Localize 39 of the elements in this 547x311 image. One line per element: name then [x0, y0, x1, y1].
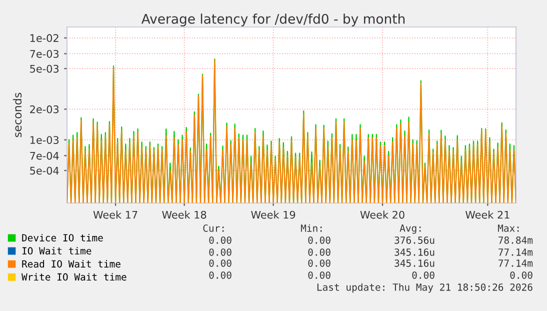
y-tick-label: 1e-02	[30, 34, 58, 42]
x-tick-label: Week 17	[93, 210, 138, 219]
x-tick-label: Week 21	[465, 210, 510, 219]
text: Min:	[300, 224, 322, 232]
text: 0.00	[308, 271, 330, 279]
text: 0.00	[209, 271, 232, 279]
text: 345.16u	[394, 248, 434, 256]
y-axis-title: seconds	[13, 92, 22, 138]
y-tick-label: 2e-03	[30, 105, 59, 114]
legend-label: Write IO Wait time	[22, 273, 126, 281]
text: 0.00	[308, 259, 330, 267]
x-tick-label: Week 20	[360, 210, 404, 219]
text: 0.00	[209, 259, 232, 267]
text: Cur:	[203, 224, 224, 232]
text: 345.16u	[394, 259, 434, 267]
x-tick-label: Week 18	[162, 210, 206, 219]
y-tick-label: 1e-03	[30, 136, 59, 144]
y-tick-label: 5e-03	[30, 64, 59, 73]
text: 0.00	[510, 271, 532, 279]
text: Avg:	[400, 224, 421, 234]
text: 0.00	[308, 248, 330, 256]
text: 0.00	[209, 236, 232, 244]
text: Last update: Thu May 21 18:50:26 2026	[317, 283, 532, 293]
legend-label: Read IO Wait time	[22, 260, 120, 268]
y-tick-label: 7e-04	[30, 152, 59, 160]
x-tick-label: Week 19	[251, 210, 296, 219]
text: 0.00	[308, 236, 330, 244]
y-tick-label: 5e-04	[30, 166, 59, 175]
legend-label: Device IO time	[22, 234, 103, 242]
y-tick-label: 7e-03	[30, 50, 59, 58]
text: Max:	[498, 224, 519, 232]
chart-title: Average latency for /dev/fd0 - by month	[141, 14, 405, 26]
text: 78.84m	[498, 236, 533, 244]
legend-label: IO Wait time	[22, 247, 92, 255]
text: 0.00	[412, 271, 434, 279]
text: 376.56u	[394, 236, 434, 244]
text: 0.00	[209, 248, 232, 256]
text: 77.14m	[498, 260, 533, 267]
text: 77.14m	[498, 248, 533, 256]
